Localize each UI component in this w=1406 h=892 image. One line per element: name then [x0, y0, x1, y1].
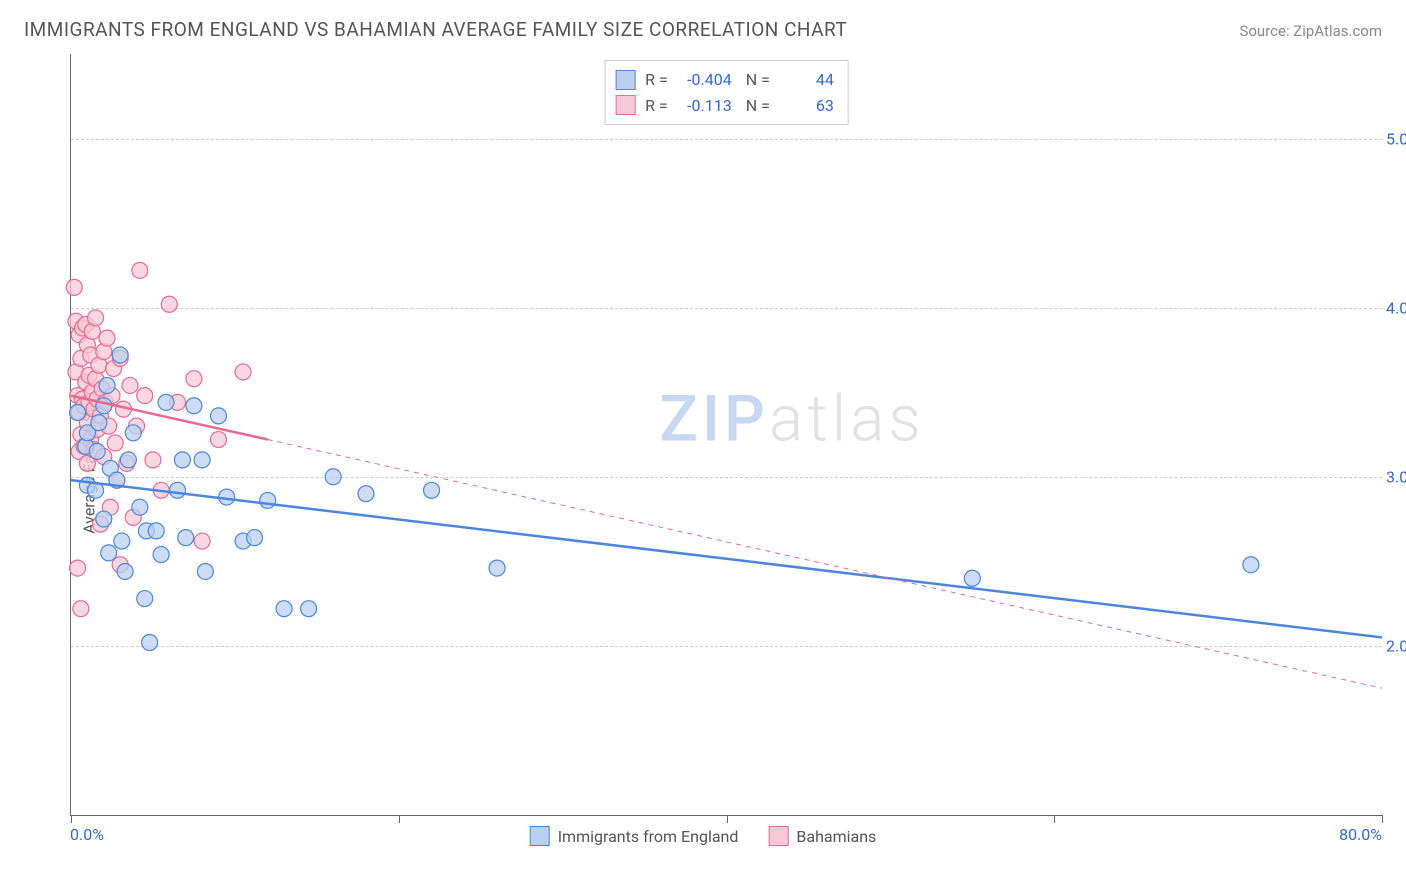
data-point — [125, 425, 141, 441]
data-point — [99, 377, 115, 393]
swatch-icon — [615, 70, 635, 90]
data-point — [186, 398, 202, 414]
data-point — [137, 591, 153, 607]
data-point — [73, 601, 89, 617]
data-point — [489, 560, 505, 576]
legend-r-label: R = — [645, 93, 668, 119]
data-point — [247, 530, 263, 546]
data-point — [276, 601, 292, 617]
data-point — [132, 499, 148, 515]
plot-area: ZIPatlas R = -0.404 N = 44 R = -0.113 N … — [70, 54, 1382, 816]
swatch-icon — [615, 95, 635, 115]
legend-row: R = -0.113 N = 63 — [615, 93, 834, 119]
chart-title: IMMIGRANTS FROM ENGLAND VS BAHAMIAN AVER… — [24, 18, 847, 41]
data-point — [91, 415, 107, 431]
data-point — [112, 347, 128, 363]
data-point — [194, 533, 210, 549]
data-point — [158, 394, 174, 410]
legend-n-label: N = — [742, 93, 770, 119]
legend-n-value: 63 — [780, 93, 834, 119]
legend-r-value: -0.113 — [678, 93, 732, 119]
plot-svg — [71, 54, 1382, 815]
data-point — [107, 435, 123, 451]
legend-r-value: -0.404 — [678, 67, 732, 93]
data-point — [89, 443, 105, 459]
x-tick — [399, 815, 400, 823]
data-point — [170, 482, 186, 498]
data-point — [424, 482, 440, 498]
data-point — [301, 601, 317, 617]
swatch-icon — [768, 826, 788, 846]
data-point — [178, 530, 194, 546]
data-point — [99, 330, 115, 346]
data-point — [325, 469, 341, 485]
data-point — [235, 364, 251, 380]
data-point — [114, 533, 130, 549]
y-tick-label: 4.00 — [1386, 298, 1406, 317]
x-tick — [727, 815, 728, 823]
legend-r-label: R = — [645, 67, 668, 93]
data-point — [210, 408, 226, 424]
data-point — [153, 547, 169, 563]
y-tick-label: 5.00 — [1386, 129, 1406, 148]
x-max-label: 80.0% — [1339, 825, 1382, 844]
data-point — [145, 452, 161, 468]
data-point — [194, 452, 210, 468]
data-point — [161, 296, 177, 312]
swatch-icon — [530, 826, 550, 846]
data-point — [142, 635, 158, 651]
data-point — [132, 262, 148, 278]
x-tick — [1054, 815, 1055, 823]
legend-stats: R = -0.404 N = 44 R = -0.113 N = 63 — [604, 60, 849, 125]
x-min-label: 0.0% — [70, 825, 104, 844]
data-point — [96, 511, 112, 527]
data-point — [88, 310, 104, 326]
trend-line-dashed — [268, 439, 1382, 688]
y-tick-label: 3.00 — [1386, 467, 1406, 486]
data-point — [260, 492, 276, 508]
data-point — [66, 279, 82, 295]
data-point — [1243, 557, 1259, 573]
data-point — [137, 388, 153, 404]
source-label: Source: ZipAtlas.com — [1239, 22, 1382, 40]
data-point — [148, 523, 164, 539]
y-tick-label: 2.00 — [1386, 636, 1406, 655]
data-point — [120, 452, 136, 468]
data-point — [358, 486, 374, 502]
data-point — [96, 398, 112, 414]
x-tick — [1382, 815, 1383, 823]
legend-item: Immigrants from England — [530, 826, 739, 846]
data-point — [197, 563, 213, 579]
data-point — [210, 432, 226, 448]
data-point — [964, 570, 980, 586]
legend-item: Bahamians — [768, 826, 876, 846]
chart-container: Average Family Size ZIPatlas R = -0.404 … — [24, 54, 1382, 872]
data-point — [101, 545, 117, 561]
data-point — [186, 371, 202, 387]
legend-series: Immigrants from England Bahamians — [530, 826, 877, 846]
legend-n-value: 44 — [780, 67, 834, 93]
x-tick — [71, 815, 72, 823]
legend-row: R = -0.404 N = 44 — [615, 67, 834, 93]
legend-n-label: N = — [742, 67, 770, 93]
data-point — [122, 377, 138, 393]
data-point — [174, 452, 190, 468]
data-point — [117, 563, 133, 579]
data-point — [70, 405, 86, 421]
legend-series-label: Immigrants from England — [558, 827, 739, 846]
legend-series-label: Bahamians — [796, 827, 876, 846]
trend-line — [71, 480, 1382, 637]
data-point — [70, 560, 86, 576]
